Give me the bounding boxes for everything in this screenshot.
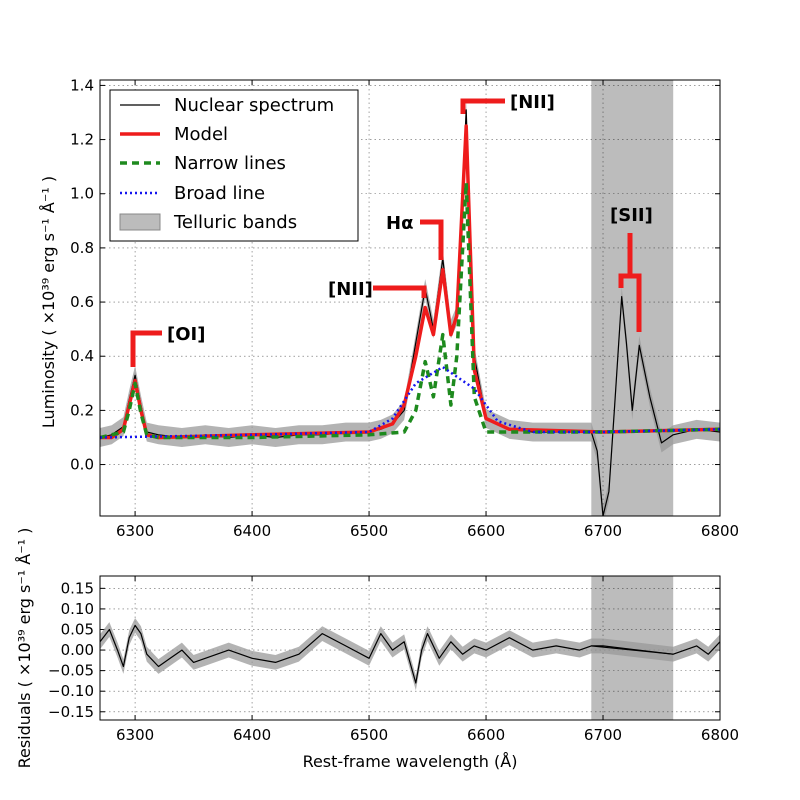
legend-entry: Nuclear spectrum [174,95,334,116]
axes-frame [99,79,721,517]
y-tick-label: 0.15 [61,579,94,597]
y-tick-label: 0.4 [70,347,94,365]
annotation-bracket [420,219,444,260]
x-tick-label: 6700 [584,726,622,744]
x-tick-label: 6600 [467,726,505,744]
x-tick-label: 6800 [701,726,739,744]
residuals-y-axis-title: Residuals ( ×10³⁹ erg s⁻¹ Å⁻¹ ) [15,528,34,769]
uncertainty-band [100,617,720,691]
legend-entry: Narrow lines [174,153,286,174]
annotation-label: [NII] [328,279,373,300]
telluric-interp-line [591,645,674,655]
axes-frame [99,575,721,721]
x-tick-label: 6500 [350,726,388,744]
x-axis-title: Rest-frame wavelength (Å) [303,752,518,771]
main-panel: 6300 6400 6500 6600 6700 6800 0.0 0.2 0.4 0.6 0.8 1… [70,76,739,540]
y-tick-label: 0.8 [70,239,94,257]
legend-entry: Broad line [174,183,265,204]
y-tick-label: 0.6 [70,293,94,311]
y-tick-label: 1.0 [70,185,94,203]
y-tick-label: −0.15 [48,703,94,721]
legend-entry: Telluric bands [173,212,297,233]
y-tick-label: 0.00 [61,641,94,659]
x-tick-label: 6400 [233,522,271,540]
x-tick-label: 6400 [233,726,271,744]
annotation-label: [OI] [167,324,205,345]
y-tick-label: 1.4 [70,76,94,94]
y-tick-label: 0.0 [70,456,94,474]
x-tick-label: 6600 [467,522,505,540]
telluric-band [591,80,674,516]
y-tick-label: 0.05 [61,620,94,638]
x-tick-label: 6500 [350,522,388,540]
main-y-axis-title: Luminosity ( ×10³⁹ erg s⁻¹ Å⁻¹ ) [39,176,58,428]
residuals-panel: 6300 6400 6500 6600 6700 6800 0.15 0.10 0.05 0.00… [48,575,739,744]
x-tick-label: 6300 [116,726,154,744]
annotation-bracket [618,233,642,332]
legend-entry: Model [174,124,228,145]
x-tick-label: 6800 [701,522,739,540]
series-narrow-lines [100,181,720,440]
series-residuals [100,624,720,684]
y-tick-label: −0.05 [48,662,94,680]
plot-area [100,617,720,691]
annotation-bracket [373,285,427,298]
y-tick-label: −0.10 [48,682,94,700]
legend-swatch [119,213,161,231]
x-tick-label: 6700 [584,522,622,540]
y-tick-label: 1.2 [70,131,94,149]
y-tick-label: 0.2 [70,401,94,419]
y-tick-label: 0.10 [61,600,94,618]
annotation-bracket [460,98,505,114]
annotation-label: Hα [386,213,413,234]
annotation-label: [NII] [510,92,555,113]
x-tick-label: 6300 [116,522,154,540]
annotation-label: [SII] [610,205,653,226]
annotation-bracket [130,330,162,367]
legend: Nuclear spectrum Model Narrow lines Broad l… [109,89,359,242]
series-broad-line [100,365,720,439]
